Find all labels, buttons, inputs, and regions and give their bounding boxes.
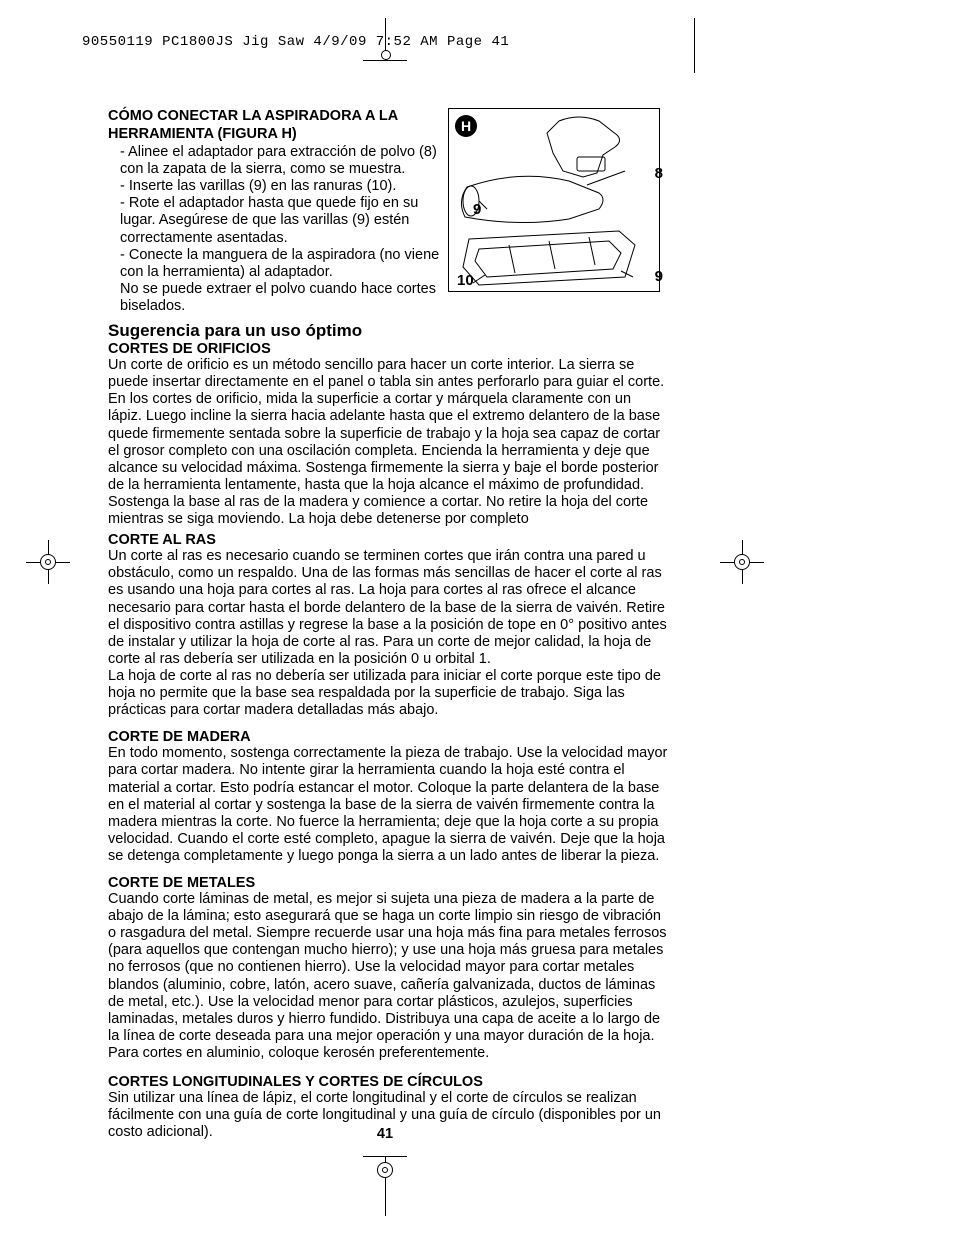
section1-item: - Rote el adaptador hasta que quede fijo… [120, 195, 443, 246]
sub1-heading: CORTES DE ORIFICIOS [108, 341, 668, 357]
sub3-heading: CORTE DE MADERA [108, 729, 668, 745]
section1-item: - Alinee el adaptador para extracción de… [120, 144, 443, 178]
sub2-body1: Un corte al ras es necesario cuando se t… [108, 548, 668, 668]
crop-mark [363, 60, 407, 61]
print-header: 90550119 PC1800JS Jig Saw 4/9/09 7:52 AM… [82, 34, 509, 50]
crop-mark [382, 1167, 388, 1173]
sub5-heading: CORTES LONGITUDINALES Y CORTES DE CÍRCUL… [108, 1074, 668, 1090]
sub4-heading: CORTE DE METALES [108, 875, 668, 891]
sub2-body2: La hoja de corte al ras no debería ser u… [108, 668, 668, 719]
page-content: CÓMO CONECTAR LA ASPIRADORA A LA HERRAMI… [108, 108, 668, 1141]
crop-mark [45, 559, 51, 565]
sub3-body: En todo momento, sostenga correctamente … [108, 745, 668, 865]
section1-item: - Inserte las varillas (9) en las ranura… [120, 178, 443, 195]
crop-mark [381, 50, 391, 60]
sub2-heading: CORTE AL RAS [108, 532, 668, 548]
sub4-body: Cuando corte láminas de metal, es mejor … [108, 891, 668, 1062]
sub1-body: Un corte de orificio es un método sencil… [108, 357, 668, 528]
section1-tail: No se puede extraer el polvo cuando hace… [120, 281, 443, 315]
section1-title-line2: HERRAMIENTA (FIGURA H) [108, 126, 668, 142]
section1-title-line1: CÓMO CONECTAR LA ASPIRADORA A LA [108, 108, 668, 124]
crop-mark [694, 18, 695, 73]
section2-title: Sugerencia para un uso óptimo [108, 321, 668, 341]
crop-mark [739, 559, 745, 565]
section1-item: - Conecte la manguera de la aspiradora (… [120, 247, 443, 281]
page-number: 41 [0, 1126, 770, 1142]
